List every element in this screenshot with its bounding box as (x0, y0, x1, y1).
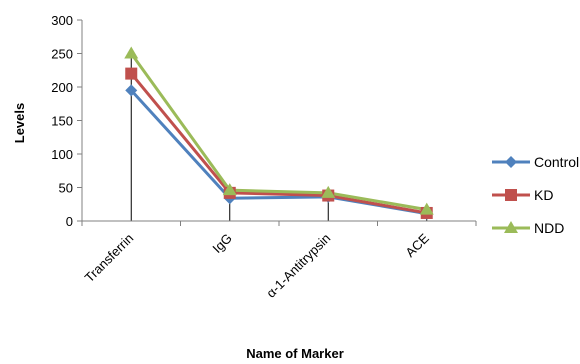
x-axis-title: Name of Marker (246, 346, 344, 361)
data-point-ndd-igg (222, 183, 237, 196)
y-tick-label: 50 (59, 181, 73, 196)
legend-marker-control (505, 156, 517, 168)
data-point-kd-transferrin (125, 67, 138, 80)
series-line-ndd (130, 52, 428, 212)
legend-marker-ndd (504, 221, 518, 233)
y-axis-title: Levels (12, 103, 27, 143)
series-lines (130, 52, 428, 216)
legend-marker-kd (505, 189, 517, 201)
y-tick-label: 100 (51, 147, 73, 162)
series-line-kd (130, 72, 428, 215)
x-tick-label-ace: ACE (402, 230, 432, 260)
series-markers (124, 46, 434, 220)
data-point-ndd-transferrin (124, 46, 139, 59)
x-tick-label-transferrin: Transferrin (82, 231, 137, 286)
y-tick-label: 250 (51, 47, 73, 62)
legend-label-control: Control (534, 154, 579, 170)
x-tick-label-igg: IgG (209, 231, 234, 256)
data-point-control-transferrin (125, 84, 138, 97)
legend-label-ndd: NDD (534, 220, 564, 236)
y-tick-label: 150 (51, 114, 73, 129)
legend: Control KD NDD (492, 154, 579, 236)
x-tick-label-1-antitrypsin: α-1-Antitrypsin (263, 231, 333, 301)
y-tick-label: 0 (66, 214, 73, 229)
y-tick-label: 200 (51, 80, 73, 95)
data-point-ndd-1-antitrypsin (321, 185, 336, 198)
y-tick-label: 300 (51, 13, 73, 28)
x-axis-ticks: Transferrin IgG α-1-Antitrypsin ACE (81, 221, 477, 301)
legend-label-kd: KD (534, 187, 553, 203)
y-axis-ticks: 0 50 100 150 200 250 300 (51, 13, 82, 229)
data-point-ndd-ace (419, 202, 434, 215)
